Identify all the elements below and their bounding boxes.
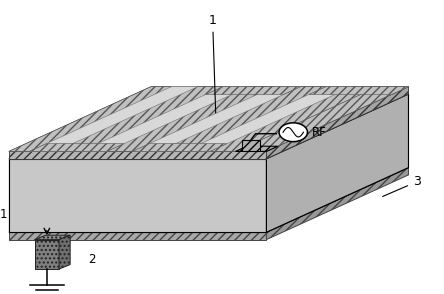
Polygon shape [266,94,408,232]
Circle shape [279,123,307,142]
Polygon shape [9,87,171,151]
Polygon shape [35,235,70,240]
Polygon shape [9,232,266,240]
Polygon shape [9,94,408,159]
Polygon shape [29,87,197,151]
Polygon shape [81,87,249,151]
Polygon shape [266,87,408,159]
Polygon shape [266,94,408,232]
Polygon shape [210,87,377,151]
Text: 2: 2 [88,253,95,266]
Polygon shape [132,87,300,151]
Polygon shape [55,87,223,151]
Polygon shape [9,159,266,232]
Polygon shape [158,87,326,151]
Text: 3: 3 [383,175,421,196]
Polygon shape [107,87,274,151]
Text: RF: RF [312,126,327,139]
Text: 1: 1 [209,14,217,113]
Polygon shape [184,87,352,151]
Polygon shape [9,159,266,232]
Polygon shape [266,168,408,240]
Polygon shape [29,144,124,151]
Polygon shape [235,146,278,151]
Polygon shape [35,240,59,269]
Polygon shape [9,151,266,159]
Polygon shape [132,144,227,151]
Text: 1: 1 [0,208,8,220]
Polygon shape [235,87,408,151]
Polygon shape [9,168,408,232]
Polygon shape [206,87,300,94]
Polygon shape [309,87,408,94]
Polygon shape [9,87,408,151]
Polygon shape [242,140,260,151]
Polygon shape [59,235,70,269]
